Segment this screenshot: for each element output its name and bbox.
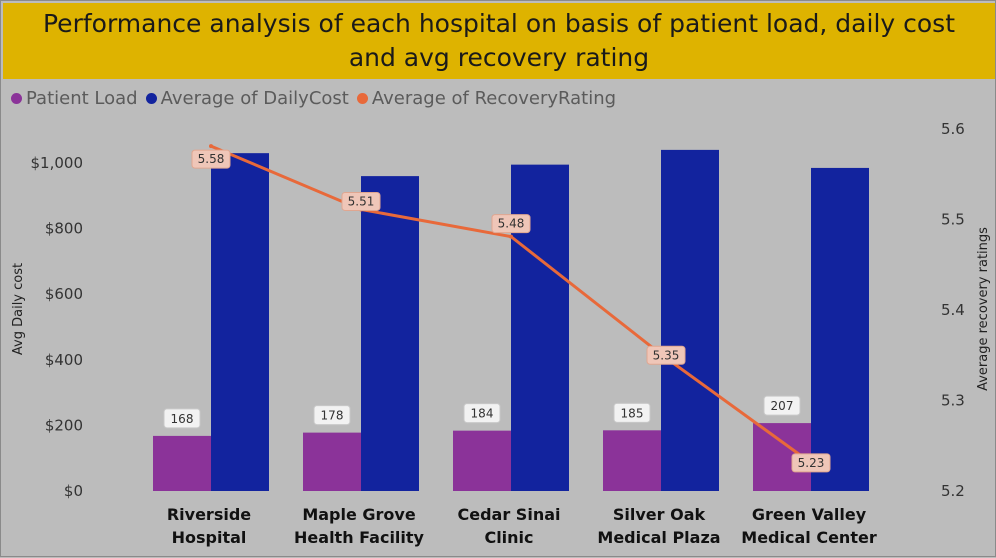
data-label-patient-load: 178 <box>321 409 344 423</box>
bar-daily-cost <box>361 176 419 491</box>
data-label-bg <box>341 191 381 211</box>
data-label-bg <box>613 402 651 423</box>
chart-title: Performance analysis of each hospital on… <box>43 9 955 72</box>
legend-label-patient-load: Patient Load <box>26 87 138 109</box>
data-label-bg <box>791 453 831 473</box>
data-label-bg <box>763 395 801 416</box>
y2-tick-label: 5.6 <box>941 120 965 138</box>
data-label-patient-load: 184 <box>471 407 494 421</box>
legend-item-recovery-rating[interactable]: Average of RecoveryRating <box>356 87 617 109</box>
legend-marker-recovery-rating <box>356 92 368 104</box>
bar-patient-load <box>303 432 361 491</box>
y-axis-title: Avg Daily cost <box>11 263 26 355</box>
x-tick-label: Health Facility <box>294 528 425 547</box>
bar-daily-cost <box>811 167 869 492</box>
y2-tick-label: 5.2 <box>941 482 965 500</box>
x-tick-label: Medical Plaza <box>597 528 720 547</box>
y-tick-label: $0 <box>64 482 83 500</box>
bar-patient-load <box>603 430 661 491</box>
data-label-patient-load: 168 <box>171 412 194 426</box>
data-label-recovery-rating: 5.48 <box>498 217 525 231</box>
x-tick-label: Green Valley <box>752 505 867 524</box>
bar-patient-load <box>153 435 211 491</box>
y2-tick-label: 5.5 <box>941 211 965 229</box>
data-label-patient-load: 207 <box>771 399 794 413</box>
y-tick-label: $600 <box>45 285 83 303</box>
legend-label-recovery-rating: Average of RecoveryRating <box>371 87 617 109</box>
legend: Patient Load Average of DailyCost Averag… <box>11 85 616 111</box>
data-label-recovery-rating: 5.58 <box>198 152 225 166</box>
data-label-bg <box>163 408 201 429</box>
legend-marker-patient-load <box>11 92 22 104</box>
x-tick-label: Maple Grove <box>302 505 416 524</box>
bar-daily-cost <box>211 153 269 491</box>
line-point-recovery-rating <box>209 144 213 149</box>
line-point-recovery-rating <box>509 234 513 239</box>
data-label-recovery-rating: 5.23 <box>798 456 825 470</box>
x-tick-label: Clinic <box>484 528 533 547</box>
data-label-bg <box>191 149 231 169</box>
y-tick-label: $400 <box>45 351 83 369</box>
data-label-recovery-rating: 5.51 <box>348 194 375 208</box>
bar-daily-cost <box>661 149 719 491</box>
x-tick-label: Hospital <box>172 528 247 547</box>
legend-label-daily-cost: Average of DailyCost <box>160 87 349 109</box>
legend-marker-daily-cost <box>145 92 157 104</box>
data-label-bg <box>491 214 531 234</box>
y-tick-label: $200 <box>45 416 83 434</box>
legend-item-daily-cost[interactable]: Average of DailyCost <box>145 87 349 109</box>
data-label-bg <box>313 405 351 426</box>
data-label-recovery-rating: 5.35 <box>653 348 680 362</box>
data-label-bg <box>463 403 501 424</box>
legend-item-patient-load[interactable]: Patient Load <box>11 88 138 109</box>
data-label-patient-load: 185 <box>621 406 644 420</box>
x-tick-label: Medical Center <box>741 528 877 547</box>
y2-tick-label: 5.3 <box>941 392 965 410</box>
x-tick-label: Silver Oak <box>613 505 706 524</box>
title-banner: Performance analysis of each hospital on… <box>3 3 995 79</box>
y-tick-label: $800 <box>45 220 83 238</box>
bar-daily-cost <box>511 164 569 491</box>
x-tick-label: Cedar Sinai <box>458 505 561 524</box>
y2-tick-label: 5.4 <box>941 301 965 319</box>
x-tick-label: Riverside <box>167 505 251 524</box>
y2-axis-title: Average recovery ratings <box>976 227 991 391</box>
y-tick-label: $1,000 <box>31 154 84 172</box>
bar-patient-load <box>453 430 511 491</box>
data-label-bg <box>646 345 686 365</box>
